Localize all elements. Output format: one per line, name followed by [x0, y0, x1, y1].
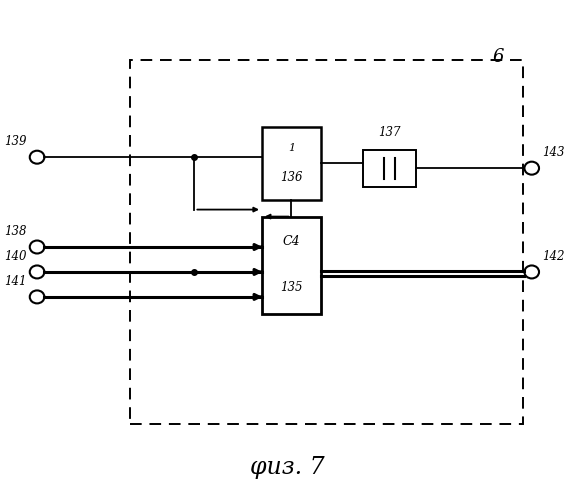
Bar — [363, 150, 417, 187]
Text: φиз. 7: φиз. 7 — [250, 456, 324, 479]
Text: 137: 137 — [378, 126, 401, 139]
Text: 142: 142 — [542, 250, 564, 263]
Text: 139: 139 — [5, 135, 27, 148]
Text: 135: 135 — [280, 280, 303, 293]
Text: 1: 1 — [288, 143, 295, 153]
Text: 136: 136 — [280, 171, 303, 185]
Bar — [262, 127, 321, 200]
Bar — [130, 60, 523, 424]
Text: 138: 138 — [5, 225, 27, 238]
Text: 141: 141 — [5, 275, 27, 288]
Text: 6: 6 — [492, 48, 504, 66]
Text: 140: 140 — [5, 250, 27, 263]
Text: 143: 143 — [542, 146, 564, 159]
Bar — [262, 217, 321, 314]
Text: C4: C4 — [283, 235, 300, 248]
